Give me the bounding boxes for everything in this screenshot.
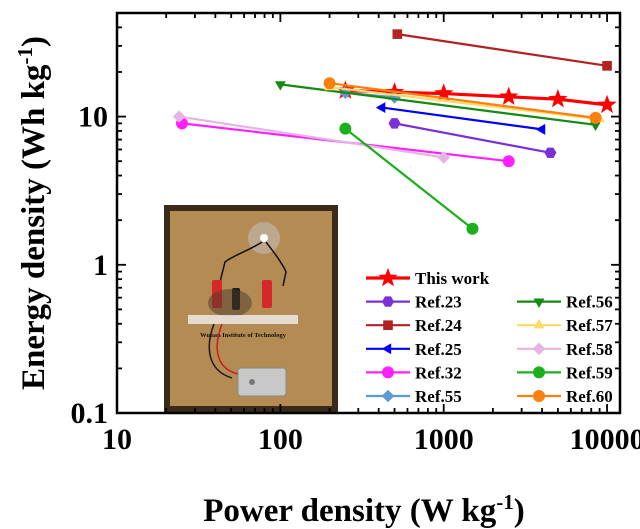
data-point-ref-23 — [544, 147, 557, 158]
legend-marker-ref-32 — [382, 366, 394, 379]
legend-entry-ref-25: Ref.25 — [366, 340, 462, 359]
y-tick-label: 10 — [78, 101, 108, 134]
data-point-this-work — [499, 86, 519, 106]
legend-entry-this-work: This work — [366, 267, 490, 288]
data-point-ref-23 — [388, 118, 401, 129]
series-line-ref-57 — [329, 86, 600, 121]
data-point-ref-59 — [466, 222, 479, 235]
legend-label: Ref.60 — [566, 387, 613, 406]
legend-label: Ref.57 — [566, 316, 613, 335]
legend-marker-ref-24 — [383, 320, 393, 330]
data-layer — [172, 29, 617, 235]
legend-entry-ref-32: Ref.32 — [366, 363, 462, 382]
x-tick-label: 10 — [102, 423, 132, 456]
legend-marker-ref-58 — [532, 342, 546, 356]
series-line-ref-23 — [394, 122, 551, 154]
clip-red-right — [262, 280, 272, 308]
led-wire-left — [219, 241, 263, 283]
x-tick-label: 1000 — [414, 423, 474, 456]
legend-marker-ref-56 — [533, 298, 545, 308]
y-tick-label: 0.1 — [71, 397, 109, 430]
legend-marker-ref-23 — [382, 296, 394, 307]
legend-label: Ref.32 — [415, 363, 462, 382]
legend-marker-ref-60 — [533, 390, 545, 402]
legend-marker-ref-55 — [381, 389, 395, 403]
legend-marker-this-work — [378, 267, 398, 287]
x-axis-title: Power density (W kg-1) — [203, 490, 525, 529]
series-line-ref-25 — [382, 106, 543, 131]
data-point-ref-56 — [590, 121, 601, 132]
data-point-ref-56 — [274, 81, 286, 91]
battery-box — [237, 367, 287, 397]
legend-label: Ref.56 — [566, 293, 613, 312]
legend-entry-ref-55: Ref.55 — [366, 387, 462, 406]
series-ref-24 — [392, 29, 612, 71]
legend-label: Ref.59 — [566, 363, 613, 382]
data-point-ref-60 — [323, 77, 336, 90]
data-point-ref-58 — [172, 110, 186, 123]
data-point-ref-60 — [589, 111, 602, 124]
plot-frame — [115, 11, 622, 415]
led-light — [260, 234, 268, 242]
legend-entry-ref-59: Ref.59 — [517, 363, 613, 382]
legend-label: Ref.24 — [415, 316, 462, 335]
series-ref-56 — [274, 81, 601, 132]
device-wire-red — [216, 323, 239, 375]
legend: This work Ref.23 Ref.24 Ref.25 Ref.32 Ref.55 R… — [366, 267, 613, 406]
series-line-ref-56 — [280, 83, 596, 126]
y-axis-title: Energy density (Wh kg-1) — [13, 36, 52, 390]
data-point-ref-24 — [392, 29, 403, 39]
legend-entry-ref-24: Ref.24 — [366, 316, 462, 335]
legend-entry-ref-56: Ref.56 — [517, 293, 613, 312]
data-point-this-work — [597, 94, 617, 114]
logo-emblem — [208, 289, 252, 317]
data-point-this-work — [548, 89, 568, 108]
legend-entry-ref-23: Ref.23 — [366, 293, 462, 312]
data-point-ref-25 — [375, 102, 386, 114]
device-strip — [188, 315, 298, 324]
inset-caption: Wuhan Institute of Technology — [200, 332, 286, 339]
legend-label: Ref.23 — [415, 293, 462, 312]
legend-marker-ref-25 — [381, 343, 392, 355]
battery-terminal — [249, 379, 255, 385]
axes: 10 100 1000 10000 0.1 1 10 — [71, 12, 640, 456]
legend-label: This work — [415, 269, 490, 288]
series-line-ref-58 — [178, 115, 444, 159]
device-wire-black — [208, 323, 233, 379]
series-line-this-work — [345, 88, 608, 107]
data-point-ref-25 — [535, 123, 546, 135]
x-tick-label: 100 — [258, 423, 303, 456]
x-tick-label: 10000 — [570, 423, 640, 456]
y-tick-label: 1 — [93, 249, 108, 282]
legend-label: Ref.25 — [415, 340, 462, 359]
series-ref-59 — [339, 122, 479, 235]
data-point-this-work — [434, 83, 454, 102]
series-ref-60 — [323, 77, 602, 124]
data-point-ref-32 — [502, 155, 515, 168]
led-wire-right — [265, 241, 287, 287]
series-ref-58 — [172, 110, 451, 164]
series-ref-25 — [375, 102, 546, 135]
legend-label: Ref.58 — [566, 340, 613, 359]
legend-marker-ref-59 — [533, 366, 545, 379]
legend-entry-ref-57: Ref.57 — [517, 316, 613, 335]
inset-photo: Wuhan Institute of Technology — [164, 205, 338, 412]
legend-label: Ref.55 — [415, 387, 462, 406]
series-line-ref-24 — [397, 33, 608, 67]
legend-entry-ref-58: Ref.58 — [517, 340, 613, 359]
data-point-ref-59 — [339, 122, 352, 135]
legend-marker-ref-57 — [533, 318, 545, 329]
series-ref-23 — [388, 118, 557, 158]
series-line-ref-60 — [329, 82, 596, 119]
data-point-ref-58 — [437, 151, 451, 164]
series-line-ref-59 — [344, 127, 474, 230]
data-point-ref-24 — [602, 61, 612, 71]
legend-entry-ref-60: Ref.60 — [517, 387, 613, 406]
